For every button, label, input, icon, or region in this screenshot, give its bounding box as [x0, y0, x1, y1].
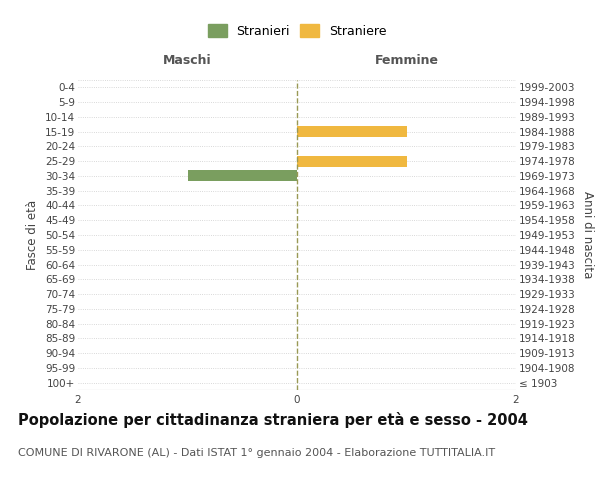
Bar: [297, 156, 407, 166]
Text: Femmine: Femmine: [374, 54, 439, 68]
Bar: [297, 126, 407, 137]
Bar: [188, 170, 297, 181]
Y-axis label: Fasce di età: Fasce di età: [26, 200, 40, 270]
Text: COMUNE DI RIVARONE (AL) - Dati ISTAT 1° gennaio 2004 - Elaborazione TUTTITALIA.I: COMUNE DI RIVARONE (AL) - Dati ISTAT 1° …: [18, 448, 495, 458]
Y-axis label: Anni di nascita: Anni di nascita: [581, 192, 594, 278]
Text: Maschi: Maschi: [163, 54, 212, 68]
Legend: Stranieri, Straniere: Stranieri, Straniere: [208, 24, 386, 38]
Text: Popolazione per cittadinanza straniera per età e sesso - 2004: Popolazione per cittadinanza straniera p…: [18, 412, 528, 428]
